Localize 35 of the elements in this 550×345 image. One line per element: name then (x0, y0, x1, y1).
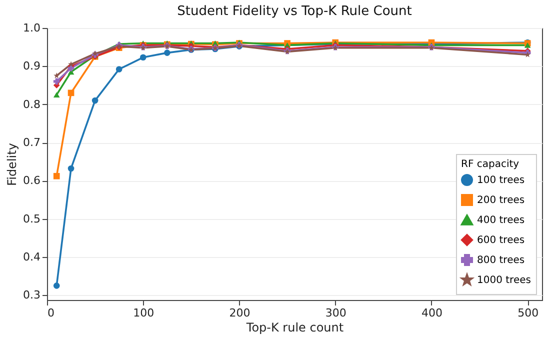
x-tick-label: 500 (518, 306, 539, 320)
x-tick-label: 0 (48, 306, 54, 320)
y-tick-label: 0.6 (23, 174, 40, 188)
y-tick-label: 0.4 (23, 250, 40, 264)
point (53, 282, 60, 289)
point (164, 50, 170, 56)
legend-label: 800 trees (477, 255, 525, 266)
x-axis-title: Top-K rule count (245, 320, 344, 334)
point (53, 92, 60, 98)
point (54, 72, 60, 78)
x-tick-label: 300 (325, 306, 346, 320)
point (92, 97, 98, 104)
y-axis-title: Fidelity (5, 143, 20, 186)
x-tick-label: 100 (133, 306, 154, 320)
legend-label: 1000 trees (477, 275, 531, 286)
point (116, 66, 122, 72)
y-tick-label: 0.8 (23, 98, 40, 111)
x-tick-label: 200 (229, 306, 250, 320)
point (140, 54, 146, 61)
y-tick-label: 0.5 (23, 212, 40, 226)
y-tick-label: 0.3 (23, 288, 40, 302)
chart-title: Student Fidelity vs Top-K Rule Count (177, 4, 412, 19)
legend-label: 200 trees (477, 195, 525, 206)
y-tick-label: 0.7 (23, 136, 40, 150)
legend-title: RF capacity (461, 159, 520, 170)
legend-label: 400 trees (477, 215, 525, 226)
y-tick-label: 1.0 (23, 22, 40, 34)
point (68, 90, 74, 96)
y-tick-label: 0.9 (23, 60, 40, 73)
point (68, 165, 74, 172)
point (53, 172, 60, 180)
legend-label: 600 trees (477, 235, 525, 246)
point (53, 78, 60, 85)
x-tick-label: 400 (421, 306, 442, 320)
legend-label: 100 trees (477, 175, 525, 186)
